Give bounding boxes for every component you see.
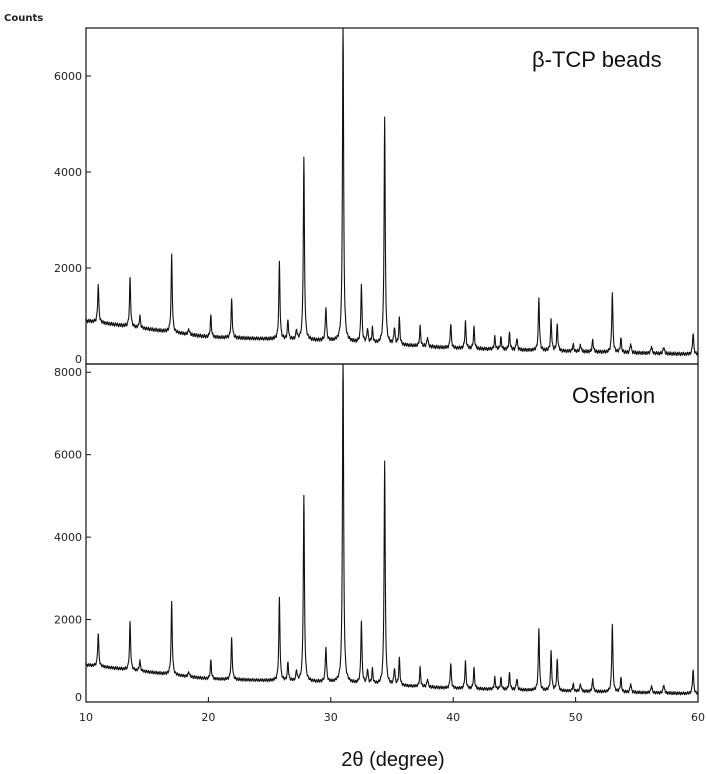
y-tick-label: 8000 (54, 366, 82, 379)
panel-title: Osferion (572, 383, 655, 408)
y-tick-label: 2000 (54, 614, 82, 627)
y-tick-label: 0 (75, 353, 82, 366)
x-ticks: 10 20 30 40 50 60 (79, 697, 705, 724)
y-tick-label: 2000 (54, 262, 82, 275)
panel-osferion: 0 2000 4000 6000 8000 Osferion (54, 363, 699, 704)
x-axis-label: 2θ (degree) (341, 749, 444, 771)
x-tick-label: 40 (446, 711, 460, 724)
xrd-pattern-line (85, 363, 699, 696)
y-tick-label: 4000 (54, 531, 82, 544)
x-tick-label: 50 (569, 711, 583, 724)
panel-beta-tcp: 0 2000 4000 6000 β-TCP beads (54, 27, 699, 366)
y-ticks: 0 2000 4000 6000 (54, 70, 91, 366)
y-tick-label: 0 (75, 691, 82, 704)
x-tick-label: 10 (79, 711, 93, 724)
x-tick-label: 30 (324, 711, 338, 724)
xrd-pattern-line (85, 27, 699, 357)
panel-title: β-TCP beads (532, 47, 662, 72)
x-tick-label: 60 (691, 711, 705, 724)
y-axis-label: Counts (4, 13, 43, 24)
y-tick-label: 6000 (54, 449, 82, 462)
x-tick-label: 20 (201, 711, 215, 724)
panel-frame (85, 27, 699, 365)
y-ticks: 0 2000 4000 6000 8000 (54, 366, 91, 704)
panel-frame (85, 363, 699, 703)
y-tick-label: 4000 (54, 166, 82, 179)
y-tick-label: 6000 (54, 70, 82, 83)
